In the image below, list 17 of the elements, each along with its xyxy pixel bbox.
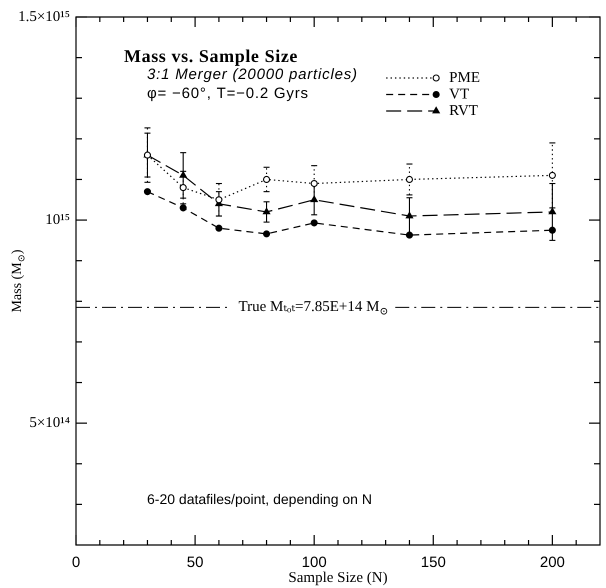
legend-label: PME [449,70,480,86]
x-tick-label: 50 [186,554,204,572]
x-tick-label: 200 [540,554,565,572]
text: Mass vs. Sample Size [124,46,298,67]
legend-label: RVT [449,102,478,119]
text: 3:1 Merger (20000 particles) [147,66,358,84]
x-tick-label: 100 [302,554,327,572]
x-axis-title: Sample Size (N) [288,569,388,587]
annotation: φ= −60°, T=−0.2 Gyrs [147,85,309,103]
annotation: True Mₜₒₜ=7.85E+14 M$_{⊙}$ [238,298,388,318]
x-tick-label: 0 [72,554,80,572]
y-tick-label: 1.5×10¹⁵ [18,8,70,25]
x-tick-label: 150 [420,554,446,572]
y-tick-label: 10¹⁵ [45,212,70,228]
legend-label: VT [449,86,470,102]
y-tick-label: 5×10¹⁴ [29,415,70,432]
annotation: 6-20 datafiles/point, depending on N [147,490,372,508]
